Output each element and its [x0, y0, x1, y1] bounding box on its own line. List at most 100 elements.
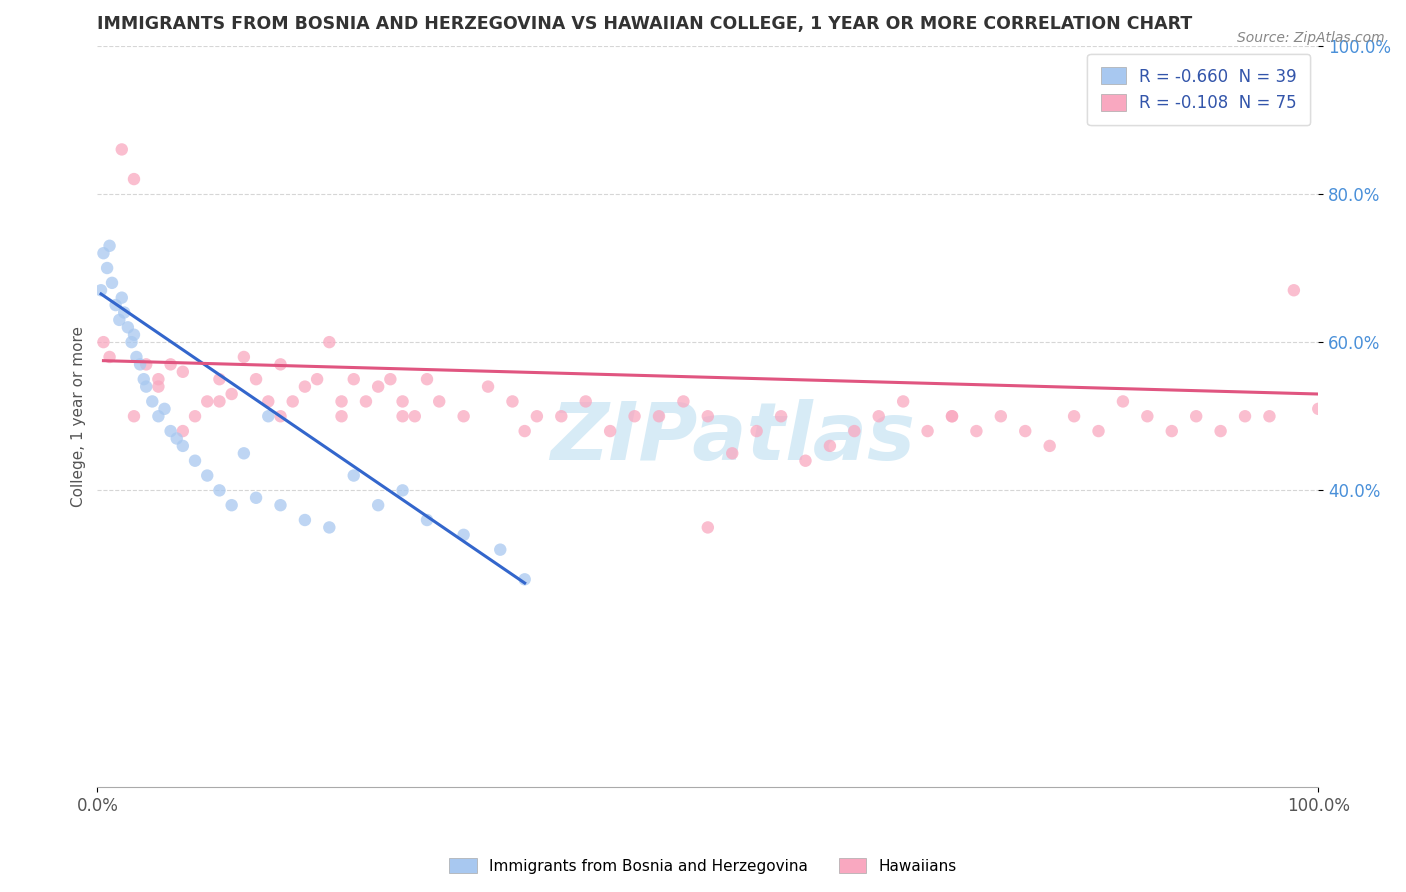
- Point: [696, 520, 718, 534]
- Point: [367, 379, 389, 393]
- Point: [599, 424, 621, 438]
- Point: [98, 350, 121, 364]
- Point: [232, 350, 254, 364]
- Point: [1112, 394, 1135, 409]
- Point: [477, 379, 499, 393]
- Point: [427, 394, 450, 409]
- Point: [148, 409, 170, 424]
- Point: [125, 350, 148, 364]
- Point: [367, 498, 389, 512]
- Point: [172, 439, 194, 453]
- Point: [294, 379, 316, 393]
- Point: [245, 372, 267, 386]
- Point: [1136, 409, 1159, 424]
- Point: [575, 394, 598, 409]
- Point: [172, 424, 194, 438]
- Point: [917, 424, 939, 438]
- Point: [195, 394, 218, 409]
- Point: [232, 446, 254, 460]
- Point: [166, 432, 188, 446]
- Point: [1258, 409, 1281, 424]
- Point: [98, 239, 121, 253]
- Point: [818, 439, 841, 453]
- Point: [93, 246, 115, 260]
- Point: [108, 313, 131, 327]
- Point: [96, 260, 118, 275]
- Point: [844, 424, 866, 438]
- Point: [941, 409, 963, 424]
- Point: [416, 513, 439, 527]
- Point: [93, 335, 115, 350]
- Point: [148, 379, 170, 393]
- Point: [122, 409, 145, 424]
- Point: [172, 365, 194, 379]
- Point: [330, 394, 353, 409]
- Point: [208, 483, 231, 498]
- Point: [343, 468, 366, 483]
- Point: [318, 520, 340, 534]
- Point: [391, 483, 413, 498]
- Point: [1014, 424, 1036, 438]
- Point: [269, 409, 291, 424]
- Point: [281, 394, 304, 409]
- Point: [1087, 424, 1109, 438]
- Point: [1234, 409, 1257, 424]
- Point: [111, 291, 134, 305]
- Point: [132, 372, 155, 386]
- Y-axis label: College, 1 year or more: College, 1 year or more: [72, 326, 86, 507]
- Point: [121, 335, 143, 350]
- Point: [122, 172, 145, 186]
- Point: [404, 409, 426, 424]
- Point: [159, 357, 181, 371]
- Point: [148, 372, 170, 386]
- Point: [90, 283, 112, 297]
- Point: [550, 409, 572, 424]
- Point: [721, 446, 744, 460]
- Point: [672, 394, 695, 409]
- Point: [965, 424, 987, 438]
- Legend: Immigrants from Bosnia and Herzegovina, Hawaiians: Immigrants from Bosnia and Herzegovina, …: [443, 852, 963, 880]
- Point: [184, 454, 207, 468]
- Point: [391, 394, 413, 409]
- Point: [1063, 409, 1085, 424]
- Point: [1160, 424, 1182, 438]
- Point: [129, 357, 152, 371]
- Point: [330, 409, 353, 424]
- Point: [208, 372, 231, 386]
- Point: [453, 409, 475, 424]
- Point: [696, 409, 718, 424]
- Point: [318, 335, 340, 350]
- Point: [526, 409, 548, 424]
- Point: [1282, 283, 1305, 297]
- Text: Source: ZipAtlas.com: Source: ZipAtlas.com: [1237, 31, 1385, 45]
- Point: [513, 572, 536, 586]
- Point: [354, 394, 377, 409]
- Point: [794, 454, 817, 468]
- Point: [221, 498, 243, 512]
- Point: [195, 468, 218, 483]
- Point: [184, 409, 207, 424]
- Text: ZIPatlas: ZIPatlas: [550, 400, 915, 477]
- Point: [153, 401, 176, 416]
- Point: [501, 394, 523, 409]
- Point: [245, 491, 267, 505]
- Point: [391, 409, 413, 424]
- Point: [257, 394, 280, 409]
- Point: [416, 372, 439, 386]
- Text: IMMIGRANTS FROM BOSNIA AND HERZEGOVINA VS HAWAIIAN COLLEGE, 1 YEAR OR MORE CORRE: IMMIGRANTS FROM BOSNIA AND HERZEGOVINA V…: [97, 15, 1192, 33]
- Point: [489, 542, 512, 557]
- Point: [135, 357, 157, 371]
- Point: [294, 513, 316, 527]
- Point: [1039, 439, 1062, 453]
- Point: [269, 357, 291, 371]
- Point: [101, 276, 124, 290]
- Point: [648, 409, 671, 424]
- Point: [117, 320, 139, 334]
- Point: [111, 143, 134, 157]
- Point: [1308, 401, 1330, 416]
- Point: [745, 424, 768, 438]
- Point: [941, 409, 963, 424]
- Point: [343, 372, 366, 386]
- Point: [269, 498, 291, 512]
- Point: [1185, 409, 1208, 424]
